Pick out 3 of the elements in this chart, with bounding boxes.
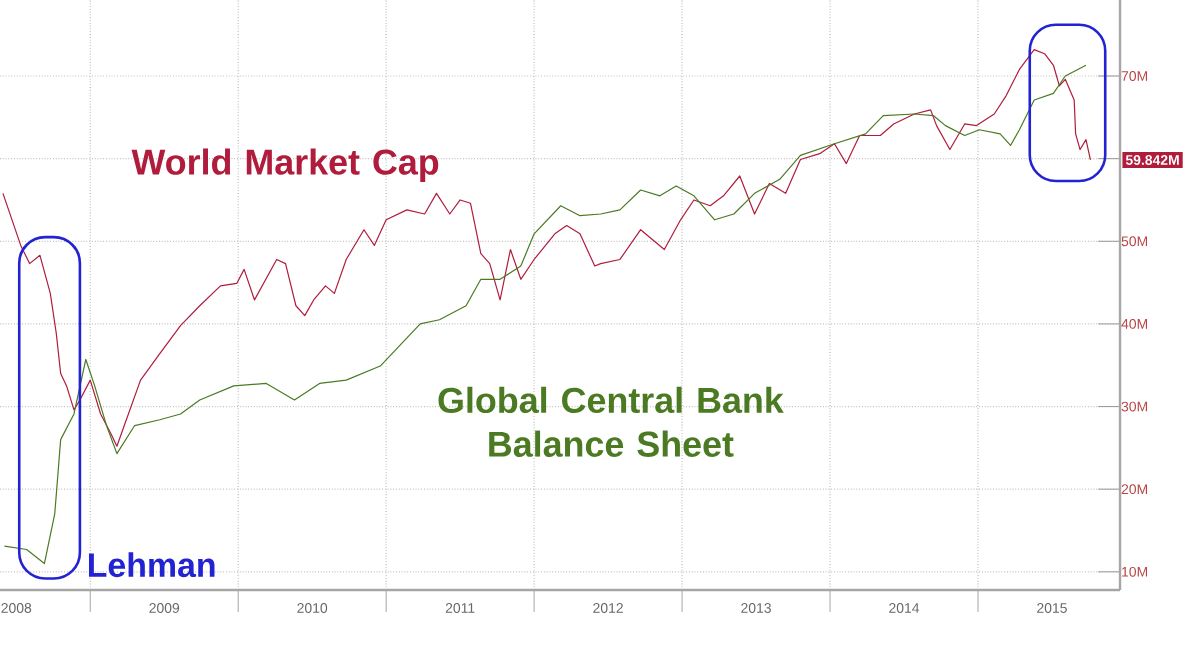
annotation: Lehman: [88, 552, 215, 578]
series-label: Global Central Bank Balance Sheet: [438, 386, 784, 457]
series-label: World Market Cap: [131, 148, 439, 182]
